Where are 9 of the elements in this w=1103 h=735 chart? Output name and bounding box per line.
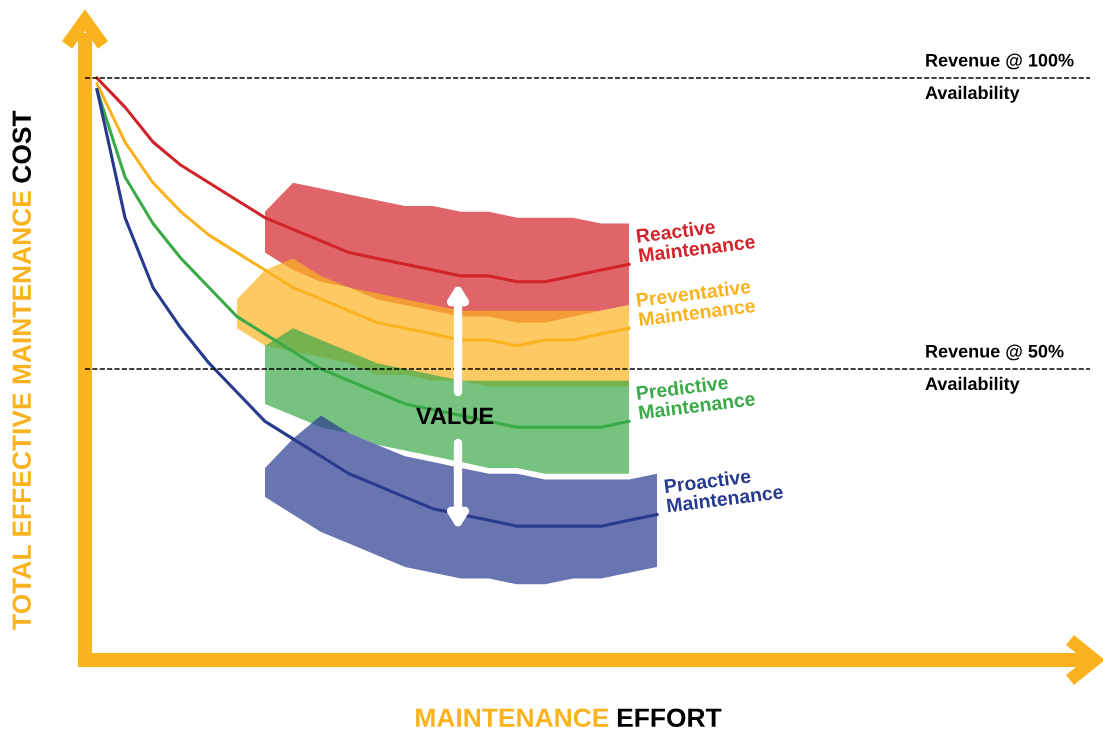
text: Proactive Maintenance — [664, 468, 784, 513]
ref-line-label: Revenue @ 100% Availability — [925, 53, 1074, 103]
ref-line-label: Revenue @ 50% Availability — [925, 344, 1064, 394]
text: Reactive Maintenance — [636, 219, 756, 263]
text: Predictive Maintenance — [636, 374, 756, 420]
y-axis-title: TOTAL EFFECTIVE MAINTENANCE COST — [12, 110, 32, 630]
text: Preventative Maintenance — [636, 278, 756, 327]
x-axis-title: MAINTENANCE EFFORT — [416, 708, 722, 728]
annotation: VALUE — [416, 407, 494, 425]
